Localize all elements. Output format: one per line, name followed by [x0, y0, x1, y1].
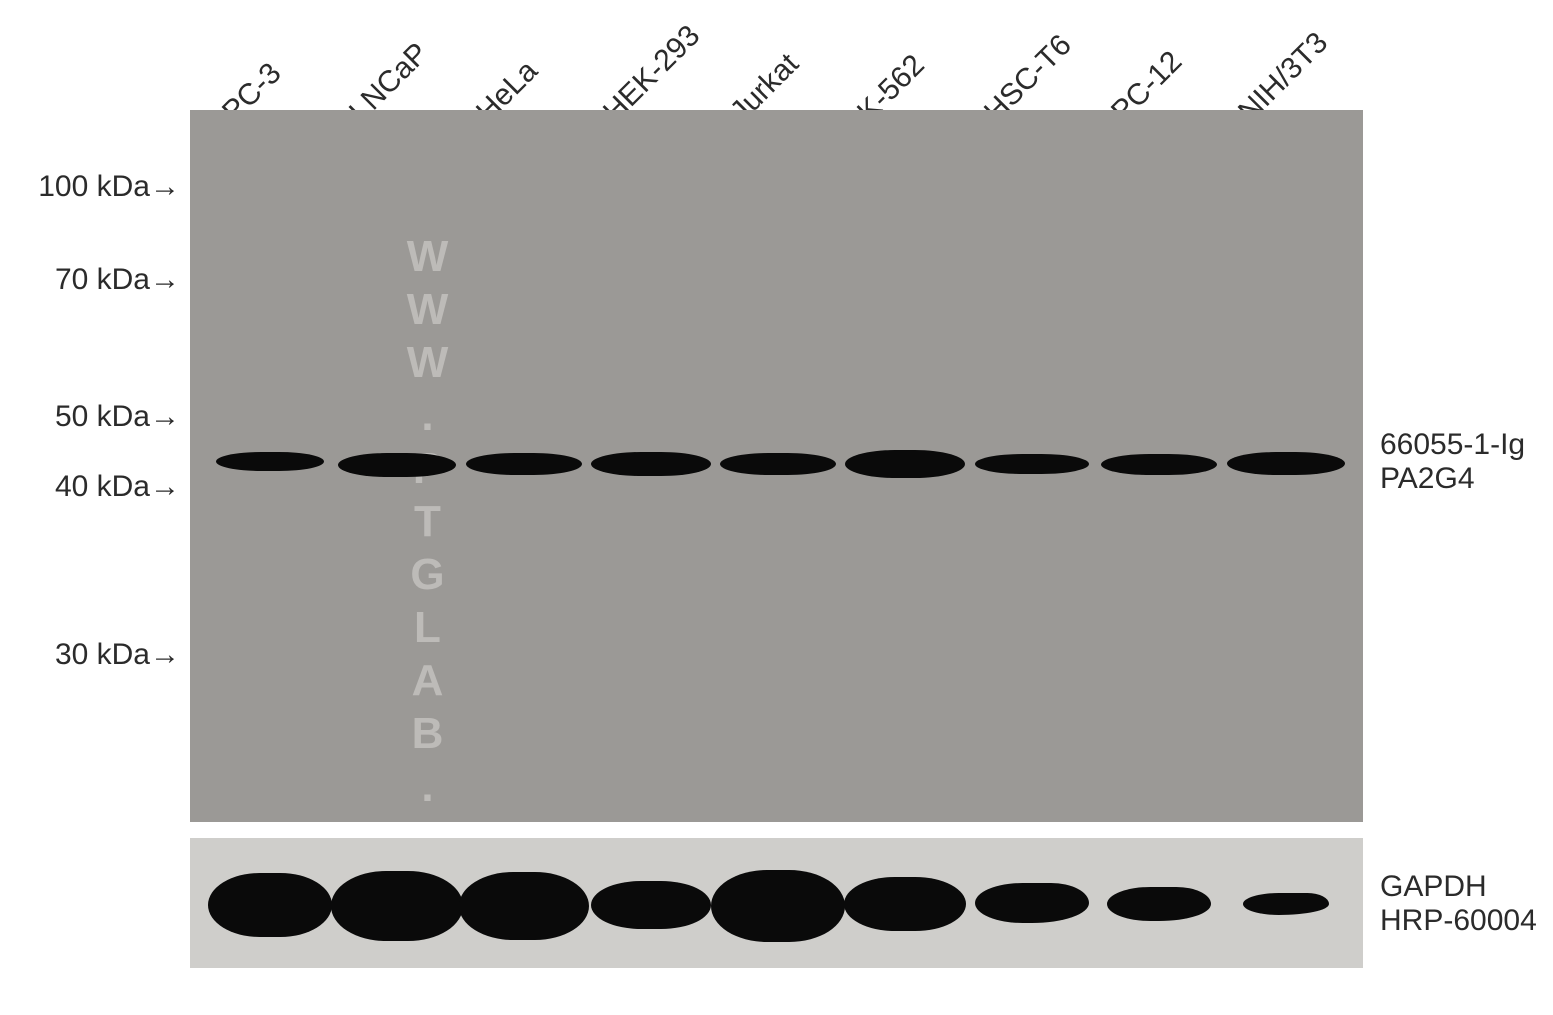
- main-blot-panel: WWW.PTGLAB.COM: [190, 110, 1363, 822]
- antibody-target: PA2G4: [1380, 462, 1525, 496]
- blot-band: [591, 452, 711, 476]
- control-catalog: HRP-60004: [1380, 904, 1537, 938]
- control-target: GAPDH: [1380, 870, 1537, 904]
- blot-band: [720, 453, 836, 475]
- control-band: [711, 870, 845, 942]
- control-band: [459, 872, 589, 940]
- blot-band: [338, 453, 456, 477]
- control-band: [1243, 893, 1329, 915]
- antibody-catalog: 66055-1-Ig: [1380, 428, 1525, 462]
- mw-marker: 100 kDa→: [0, 170, 180, 204]
- antibody-label: 66055-1-Ig PA2G4: [1380, 428, 1525, 496]
- blot-band: [1101, 454, 1217, 475]
- control-band: [331, 871, 463, 941]
- blot-band: [216, 452, 324, 471]
- control-label: GAPDH HRP-60004: [1380, 870, 1537, 938]
- mw-marker: 50 kDa→: [0, 400, 180, 434]
- mw-marker: 30 kDa→: [0, 638, 180, 672]
- figure-container: PC-3 LNCaP HeLa HEK-293 Jurkat K-562 HSC…: [0, 0, 1553, 1015]
- mw-marker: 70 kDa→: [0, 263, 180, 297]
- control-band: [591, 881, 711, 929]
- control-blot-panel: [190, 838, 1363, 968]
- blot-band: [975, 454, 1089, 474]
- control-band: [208, 873, 332, 937]
- blot-band: [1227, 452, 1345, 475]
- control-band: [844, 877, 966, 931]
- watermark-text: WWW.PTGLAB.COM: [402, 232, 452, 822]
- blot-band: [466, 453, 582, 475]
- control-band: [975, 883, 1089, 923]
- mw-marker: 40 kDa→: [0, 470, 180, 504]
- control-band: [1107, 887, 1211, 921]
- blot-band: [845, 450, 965, 478]
